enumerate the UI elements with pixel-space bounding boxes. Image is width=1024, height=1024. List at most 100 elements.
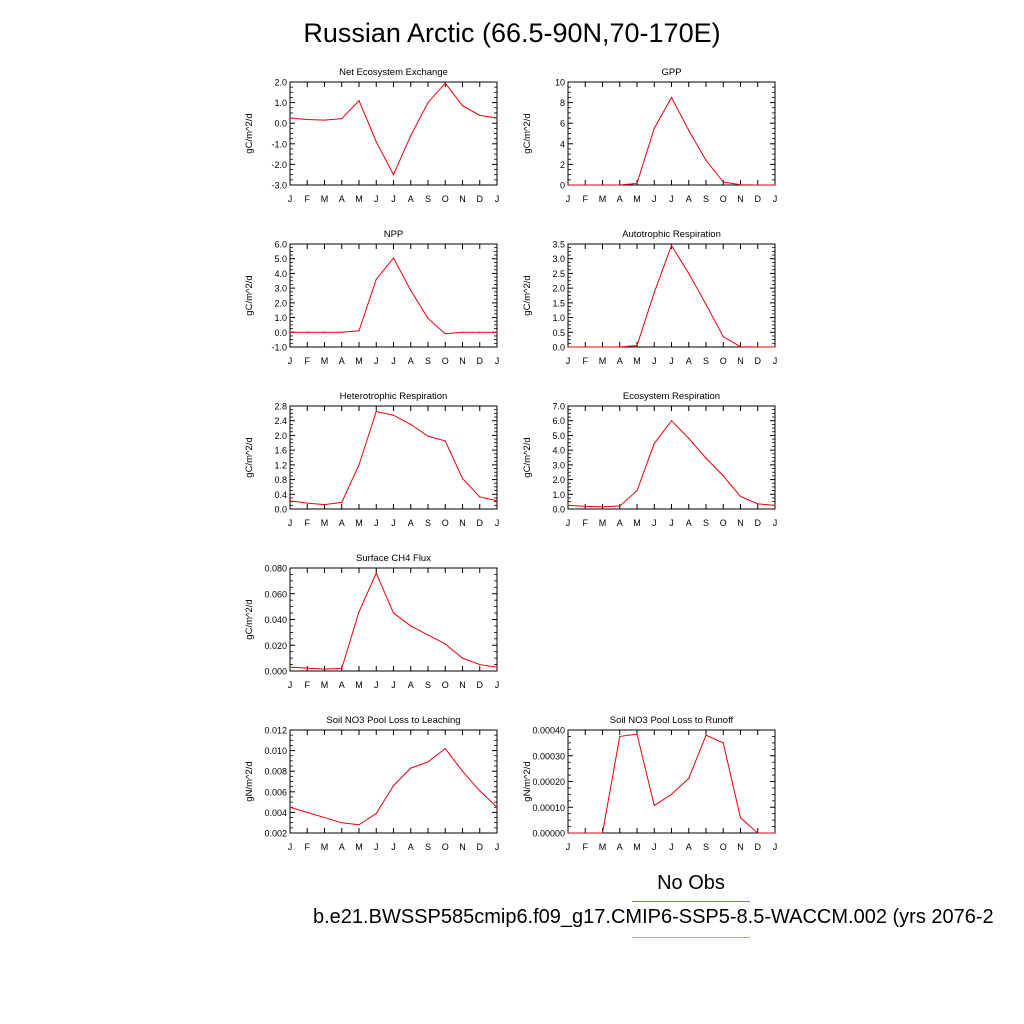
x-tick-label: F xyxy=(305,680,311,690)
data-point xyxy=(722,475,724,477)
plot-frame xyxy=(289,567,498,672)
chart-panel-8: Soil NO3 Pool Loss to Leaching gN/m^2/d 0.… xyxy=(244,715,499,852)
x-tick-label: S xyxy=(703,194,709,204)
y-tick-label: 2.4 xyxy=(274,416,287,426)
x-tick-label: S xyxy=(425,842,431,852)
data-point xyxy=(567,832,569,834)
x-tick-label: N xyxy=(737,356,744,366)
y-tick-label: 0.8 xyxy=(274,475,287,485)
y-tick-label: 3.0 xyxy=(274,284,287,294)
x-tick-label: O xyxy=(442,356,449,366)
data-point xyxy=(427,761,429,763)
series-line xyxy=(567,419,776,508)
data-point xyxy=(688,777,690,780)
y-tick-label: 0.020 xyxy=(264,641,287,651)
x-tick-label: A xyxy=(686,518,692,528)
data-point xyxy=(375,278,377,280)
x-tick-label: F xyxy=(305,842,311,852)
data-point xyxy=(323,668,326,670)
series-line xyxy=(568,733,775,834)
data-point xyxy=(722,742,724,744)
y-tick-label: 2.0 xyxy=(274,78,287,88)
data-point xyxy=(567,346,569,348)
data-point xyxy=(375,812,377,815)
x-tick-label: J xyxy=(773,518,778,528)
y-tick-label: 2.0 xyxy=(552,475,565,485)
x-tick-label: M xyxy=(355,194,363,204)
data-point xyxy=(479,663,481,666)
data-point xyxy=(739,495,742,498)
x-tick-label: J xyxy=(391,356,396,366)
data-point xyxy=(584,832,586,834)
data-point xyxy=(619,735,621,738)
y-tick-label: 1.0 xyxy=(552,490,565,500)
x-tick-label: A xyxy=(339,680,345,690)
x-tick-label: N xyxy=(737,842,744,852)
data-point xyxy=(496,500,498,502)
y-tick-label: -2.0 xyxy=(271,160,287,170)
x-tick-label: J xyxy=(652,842,657,852)
y-tick-label: 4.0 xyxy=(552,446,565,456)
y-tick-label: 10 xyxy=(555,78,565,88)
plot-frame xyxy=(289,81,498,186)
x-tick-label: J xyxy=(374,356,379,366)
data-point xyxy=(688,129,690,132)
data-point xyxy=(461,770,464,772)
y-tick-label: 0.00020 xyxy=(532,777,565,787)
x-tick-label: D xyxy=(477,194,484,204)
data-point xyxy=(341,667,343,670)
y-tick-label: 7.0 xyxy=(552,402,565,412)
chart-panel-3: Autotrophic Respiration gC/m^2/d 0.0 0.5 1.0… xyxy=(522,229,777,366)
x-tick-label: M xyxy=(599,518,607,528)
y-tick-label: 1.0 xyxy=(552,313,565,323)
data-point xyxy=(410,289,412,291)
x-tick-label: M xyxy=(633,194,641,204)
y-tick-label: 0.080 xyxy=(264,564,287,574)
x-tick-label: J xyxy=(288,518,293,528)
data-point xyxy=(670,96,673,99)
x-tick-label: D xyxy=(755,842,762,852)
figure-title: Russian Arctic (66.5-90N,70-170E) xyxy=(303,18,721,48)
x-tick-label: A xyxy=(339,842,345,852)
y-tick-label: 1.0 xyxy=(274,313,287,323)
data-point xyxy=(461,657,464,659)
data-point xyxy=(636,182,638,185)
x-tick-label: M xyxy=(321,518,329,528)
y-tick-label: 2.0 xyxy=(274,431,287,441)
y-tick-label: 5.0 xyxy=(552,431,565,441)
y-tick-label: 1.5 xyxy=(552,298,565,308)
data-point xyxy=(705,159,707,161)
y-tick-label: 0.00000 xyxy=(532,829,565,839)
data-point xyxy=(774,832,776,834)
data-point xyxy=(410,625,412,627)
data-point xyxy=(323,331,326,333)
chart-panel-5: Ecosystem Respiration gC/m^2/d 0.0 1.0 2.0 3.… xyxy=(522,391,777,528)
data-point xyxy=(375,141,377,143)
series-line xyxy=(289,410,498,506)
data-point xyxy=(323,503,326,506)
data-point xyxy=(410,134,412,137)
x-tick-label: J xyxy=(652,194,657,204)
x-tick-label: A xyxy=(339,356,345,366)
data-point xyxy=(427,634,429,636)
x-tick-label: M xyxy=(633,518,641,528)
x-tick-label: F xyxy=(583,842,589,852)
y-tick-label: 0.010 xyxy=(264,746,287,756)
x-tick-label: M xyxy=(355,518,363,528)
x-tick-label: M xyxy=(321,194,329,204)
y-tick-label: 5.0 xyxy=(274,254,287,264)
data-point xyxy=(739,817,742,819)
data-point xyxy=(722,181,724,183)
data-point xyxy=(757,503,759,505)
plot-frame xyxy=(567,243,776,348)
x-tick-label: N xyxy=(459,518,466,528)
panel-title: Soil NO3 Pool Loss to Leaching xyxy=(326,715,460,726)
y-tick-label: 0.004 xyxy=(264,808,287,818)
data-point xyxy=(461,331,464,333)
y-tick-label: 8 xyxy=(560,98,565,108)
data-point xyxy=(757,832,759,834)
y-tick-label: 0.060 xyxy=(264,589,287,599)
x-tick-label: M xyxy=(599,842,607,852)
data-point xyxy=(584,184,586,186)
data-point xyxy=(705,457,707,459)
